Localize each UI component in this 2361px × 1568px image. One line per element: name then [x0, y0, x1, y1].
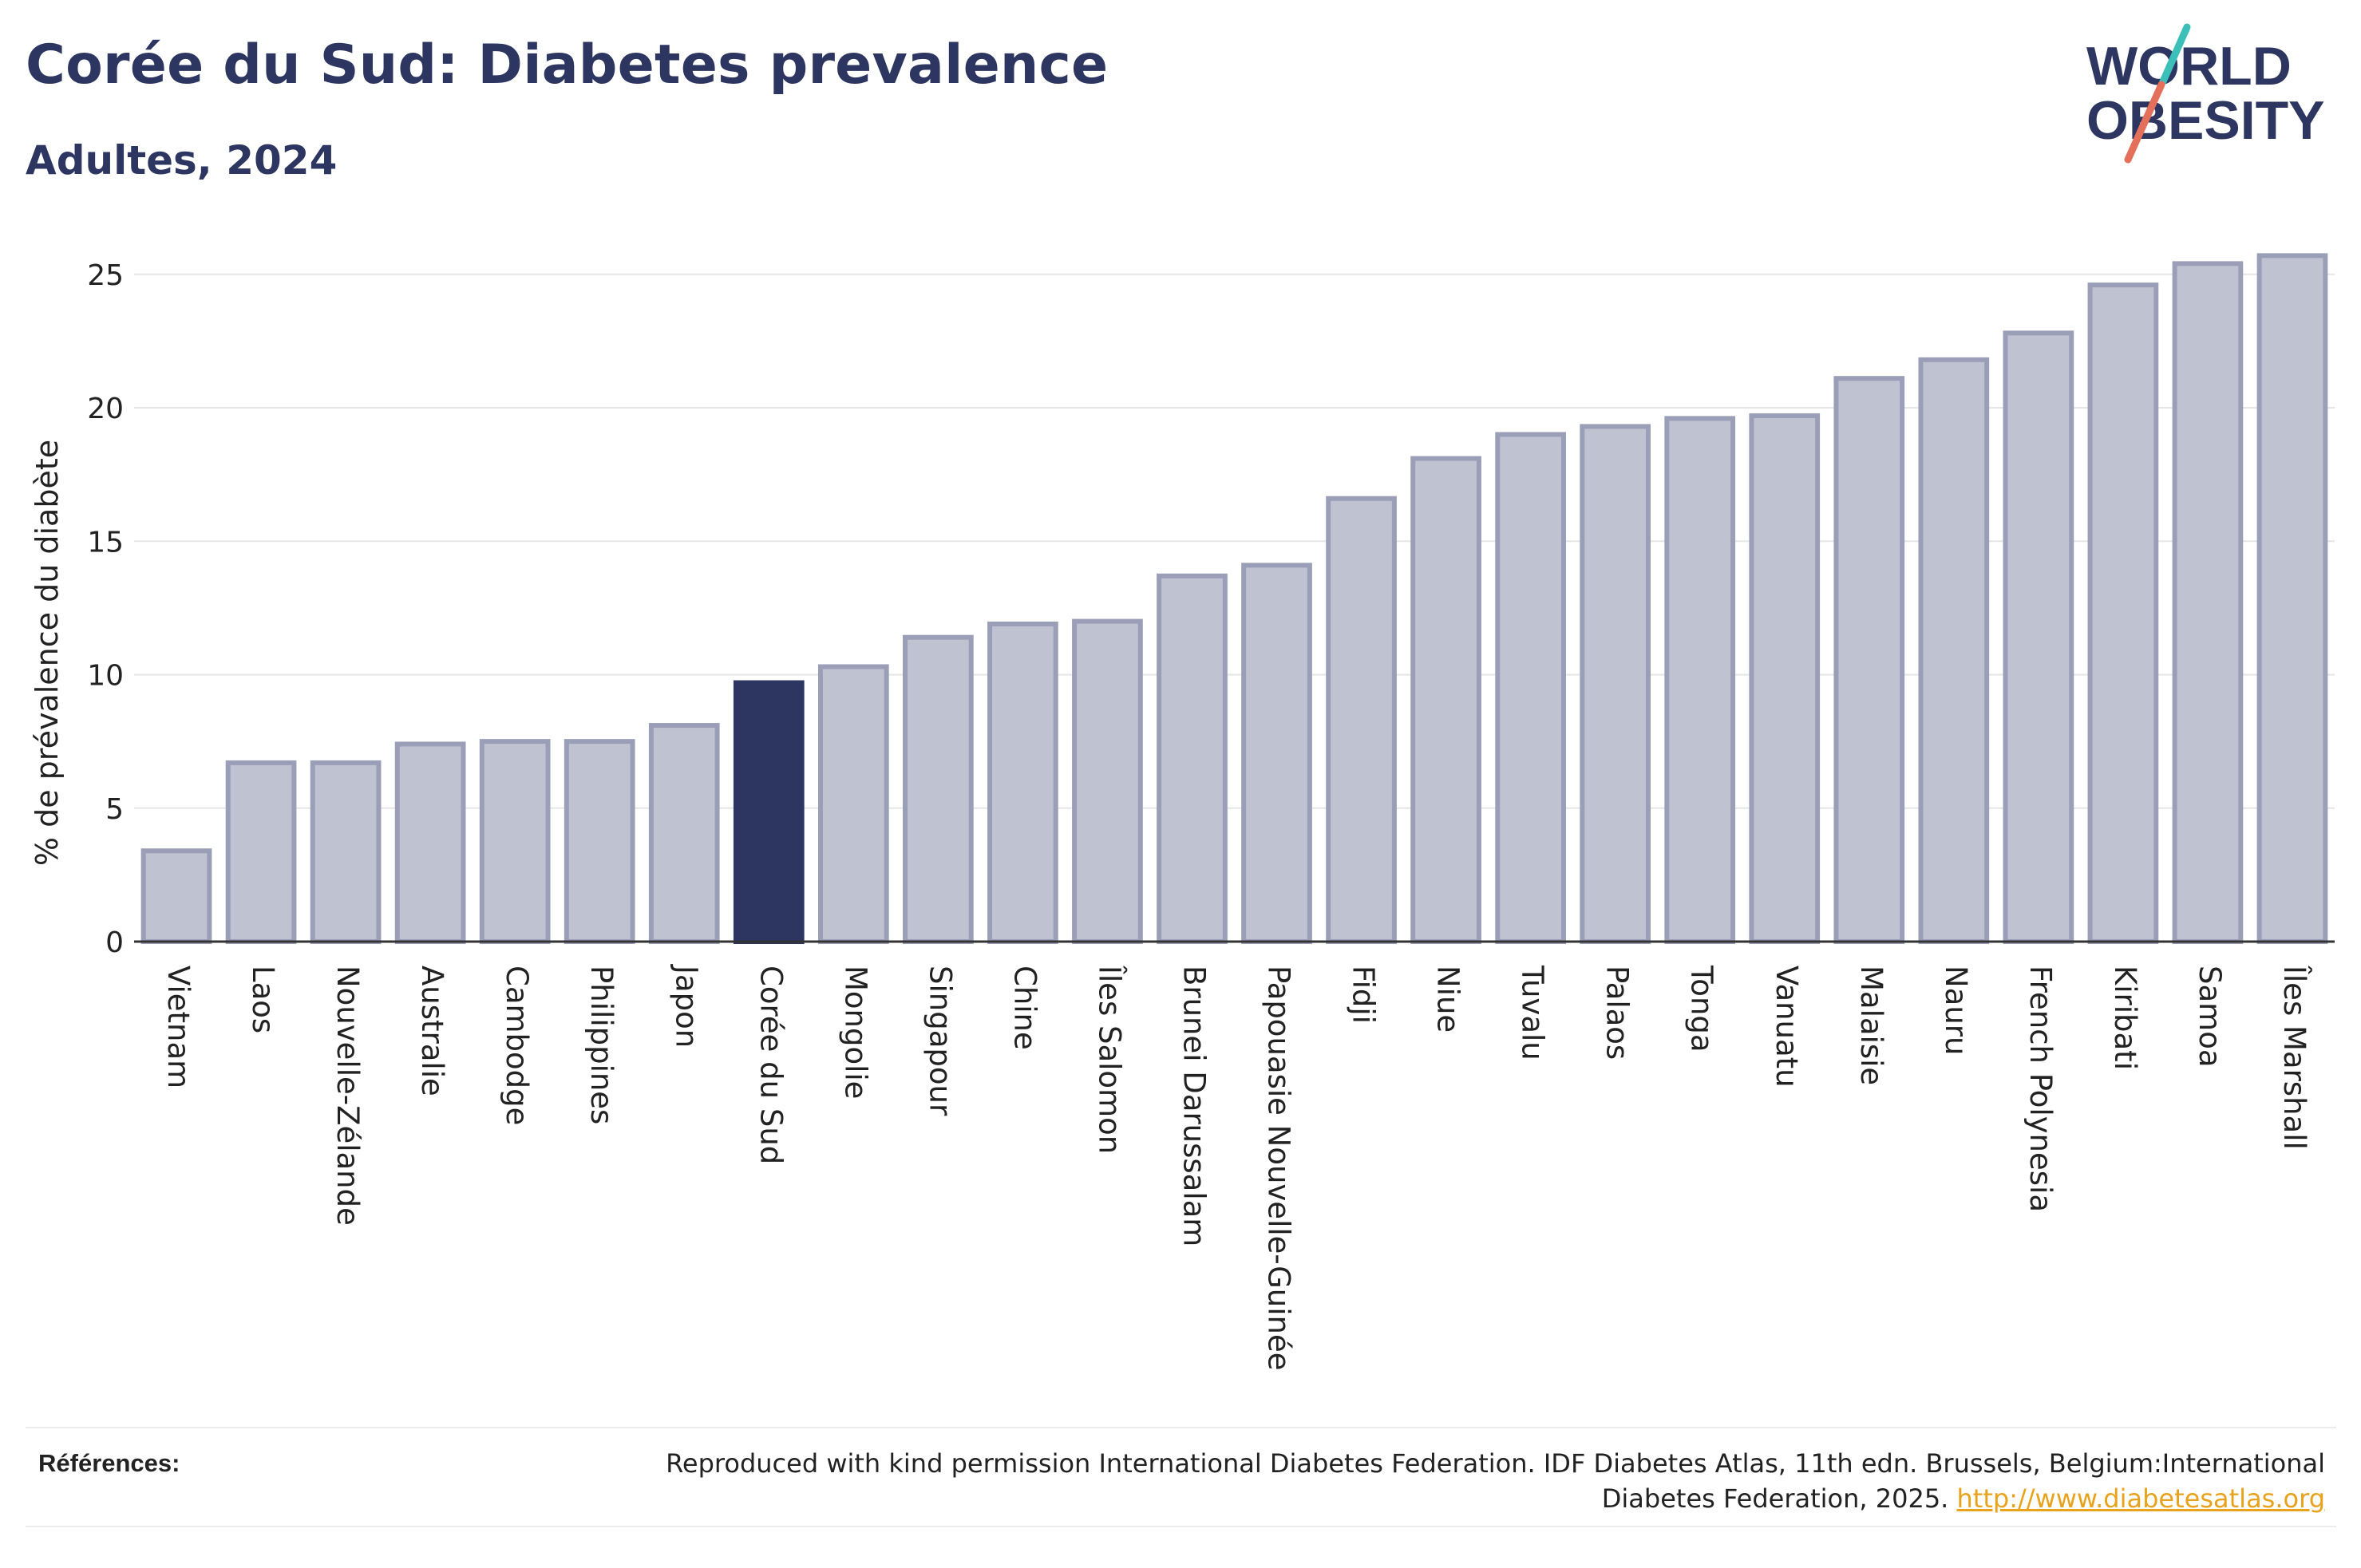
references-link[interactable]: http://www.diabetesatlas.org [1956, 1483, 2325, 1514]
bar-kiribati[interactable] [2087, 282, 2159, 944]
bars [140, 253, 2328, 945]
bar-french-polynesia[interactable] [2003, 330, 2074, 944]
bar-australie[interactable] [394, 741, 466, 944]
references-body: Reproduced with kind permission Internat… [666, 1448, 2325, 1514]
y-tick-label: 20 [87, 393, 124, 425]
bar--les-salomon[interactable] [1072, 618, 1143, 944]
x-tick-label: Fidji [1347, 966, 1381, 1024]
x-tick-label: Japon [669, 964, 703, 1048]
x-tick-label: Nauru [1939, 966, 1973, 1055]
bar-fidji[interactable] [1326, 496, 1397, 944]
bar-philippines[interactable] [564, 739, 635, 944]
x-tick-label: Niue [1431, 966, 1465, 1033]
y-axis-title: % de prévalence du diabète [30, 440, 65, 866]
references-text: Reproduced with kind permission Internat… [649, 1446, 2325, 1516]
x-tick-label: Mongolie [838, 966, 872, 1099]
bar-tuvalu[interactable] [1495, 432, 1566, 944]
bar-vanuatu[interactable] [1749, 413, 1821, 944]
logo-text-obesity: OBESITY [2086, 90, 2325, 151]
y-tick-label: 25 [87, 259, 124, 292]
x-tick-label: Corée du Sud [753, 966, 788, 1164]
logo-text-world: WORLD [2086, 36, 2292, 97]
bar-malaisie[interactable] [1833, 376, 1905, 944]
bar-vietnam[interactable] [140, 848, 212, 945]
x-tick-label: Australie [415, 966, 449, 1096]
x-tick-label: French Polynesia [2023, 966, 2058, 1212]
bar-chine[interactable] [987, 621, 1058, 944]
chart-title: Corée du Sud: Diabetes prevalence [26, 34, 1109, 97]
world-obesity-logo[interactable]: WORLD OBESITY [2075, 16, 2347, 176]
bar-cambodge[interactable] [479, 739, 551, 944]
bar-papouasie-nouvelle-guin-e[interactable] [1241, 563, 1312, 944]
x-tick-label: Vietnam [161, 966, 196, 1088]
footer-divider-top [26, 1427, 2336, 1428]
bar-brunei-darussalam[interactable] [1157, 573, 1228, 944]
y-axis-ticks: 0 5 10 15 20 25 [87, 259, 124, 959]
x-tick-label: Tuvalu [1516, 965, 1550, 1060]
y-tick-label: 0 [105, 926, 124, 959]
x-tick-label: Singapour [923, 966, 957, 1116]
bar-laos[interactable] [225, 760, 297, 945]
y-tick-label: 10 [87, 660, 124, 693]
y-tick-label: 5 [105, 793, 124, 826]
x-tick-label: Chine [1007, 966, 1042, 1050]
x-tick-label: Îles Salomon [1092, 965, 1127, 1154]
x-tick-label: Malaisie [1854, 966, 1888, 1085]
bar-tonga[interactable] [1664, 416, 1736, 944]
x-tick-label: Vanuatu [1770, 966, 1804, 1088]
x-tick-label: Palaos [1600, 966, 1635, 1060]
bar-japon[interactable] [648, 723, 720, 944]
x-tick-label: Nouvelle-Zélande [330, 966, 365, 1226]
y-tick-label: 15 [87, 526, 124, 559]
footer-divider-bottom [26, 1526, 2336, 1527]
x-tick-label: Tonga [1685, 965, 1719, 1053]
references-label: Références: [38, 1449, 180, 1477]
x-tick-label: Laos [246, 966, 280, 1033]
bar--les-marshall[interactable] [2256, 253, 2328, 944]
x-tick-label: Samoa [2193, 966, 2227, 1068]
x-tick-label: Cambodge [500, 966, 534, 1125]
bar-niue[interactable] [1410, 456, 1481, 944]
x-tick-label: Brunei Darussalam [1177, 966, 1211, 1246]
x-tick-label: Philippines [584, 966, 619, 1124]
x-tick-label: Papouasie Nouvelle-Guinée [1262, 966, 1296, 1371]
bar-cor-e-du-sud[interactable] [733, 680, 805, 944]
bar-samoa[interactable] [2172, 261, 2244, 944]
bar-nauru[interactable] [1918, 357, 1990, 945]
chart-subtitle: Adultes, 2024 [26, 137, 338, 184]
bar-mongolie[interactable] [817, 664, 889, 945]
x-tick-label: Kiribati [2108, 966, 2142, 1070]
logo-slash-top [2159, 23, 2191, 85]
x-tick-label: Îles Marshall [2277, 965, 2312, 1150]
bar-palaos[interactable] [1580, 424, 1651, 944]
bar-nouvelle-z-lande[interactable] [310, 760, 382, 945]
bar-singapour[interactable] [903, 634, 974, 944]
logo-slash-bottom [2124, 81, 2165, 164]
x-axis-labels: Vietnam Laos Nouvelle-Zélande Australie Camb… [161, 964, 2312, 1371]
